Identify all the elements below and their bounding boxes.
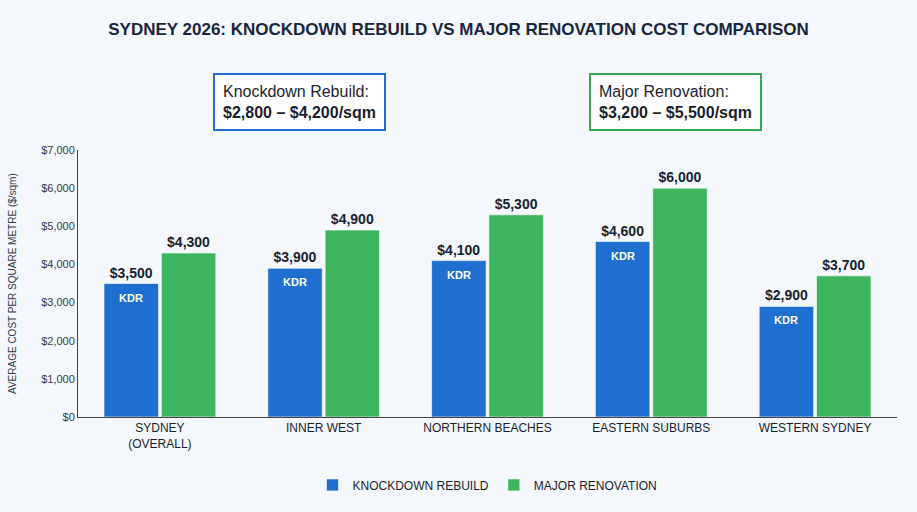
svg-text:$3,000: $3,000 (41, 296, 75, 308)
svg-text:$1,000: $1,000 (41, 373, 75, 385)
svg-text:$7,000: $7,000 (41, 144, 75, 156)
svg-text:$5,300: $5,300 (495, 196, 538, 212)
svg-text:SYDNEY(OVERALL): SYDNEY(OVERALL) (128, 421, 191, 451)
svg-text:$4,100: $4,100 (437, 242, 480, 258)
svg-text:KNOCKDOWN REBUILD: KNOCKDOWN REBUILD (353, 479, 489, 493)
svg-text:KDR: KDR (611, 250, 635, 262)
svg-text:KDR: KDR (774, 314, 798, 326)
svg-text:$6,000: $6,000 (41, 182, 75, 194)
svg-text:KDR: KDR (283, 276, 307, 288)
svg-text:$3,900: $3,900 (274, 249, 317, 265)
svg-text:$0: $0 (63, 411, 75, 423)
svg-text:$5,000: $5,000 (41, 220, 75, 232)
svg-text:WESTERN SYDNEY: WESTERN SYDNEY (759, 421, 872, 435)
svg-text:$4,300: $4,300 (167, 234, 210, 250)
svg-text:Knockdown Rebuild:$2,800 – $4,: Knockdown Rebuild:$2,800 – $4,200/sqm (223, 83, 376, 121)
svg-text:EASTERN SUBURBS: EASTERN SUBURBS (592, 421, 710, 435)
svg-text:SYDNEY 2026: KNOCKDOWN REBUILD: SYDNEY 2026: KNOCKDOWN REBUILD VS MAJOR … (108, 20, 809, 39)
svg-text:$4,600: $4,600 (601, 223, 644, 239)
svg-text:KDR: KDR (119, 292, 143, 304)
svg-text:INNER WEST: INNER WEST (286, 421, 362, 435)
svg-text:MAJOR RENOVATION: MAJOR RENOVATION (534, 479, 657, 493)
svg-text:AVERAGE COST PER SQUARE METRE: AVERAGE COST PER SQUARE METRE ($/sqm) (7, 173, 18, 394)
svg-text:$4,900: $4,900 (331, 211, 374, 227)
svg-text:$3,500: $3,500 (110, 265, 153, 281)
svg-text:$3,700: $3,700 (822, 257, 865, 273)
svg-text:Major Renovation:$3,200 – $5,5: Major Renovation:$3,200 – $5,500/sqm (599, 83, 752, 121)
svg-text:$2,000: $2,000 (41, 335, 75, 347)
svg-text:$4,000: $4,000 (41, 258, 75, 270)
svg-text:KDR: KDR (447, 269, 471, 281)
svg-text:$2,900: $2,900 (765, 287, 808, 303)
svg-text:NORTHERN BEACHES: NORTHERN BEACHES (423, 421, 551, 435)
svg-text:$6,000: $6,000 (658, 169, 701, 185)
